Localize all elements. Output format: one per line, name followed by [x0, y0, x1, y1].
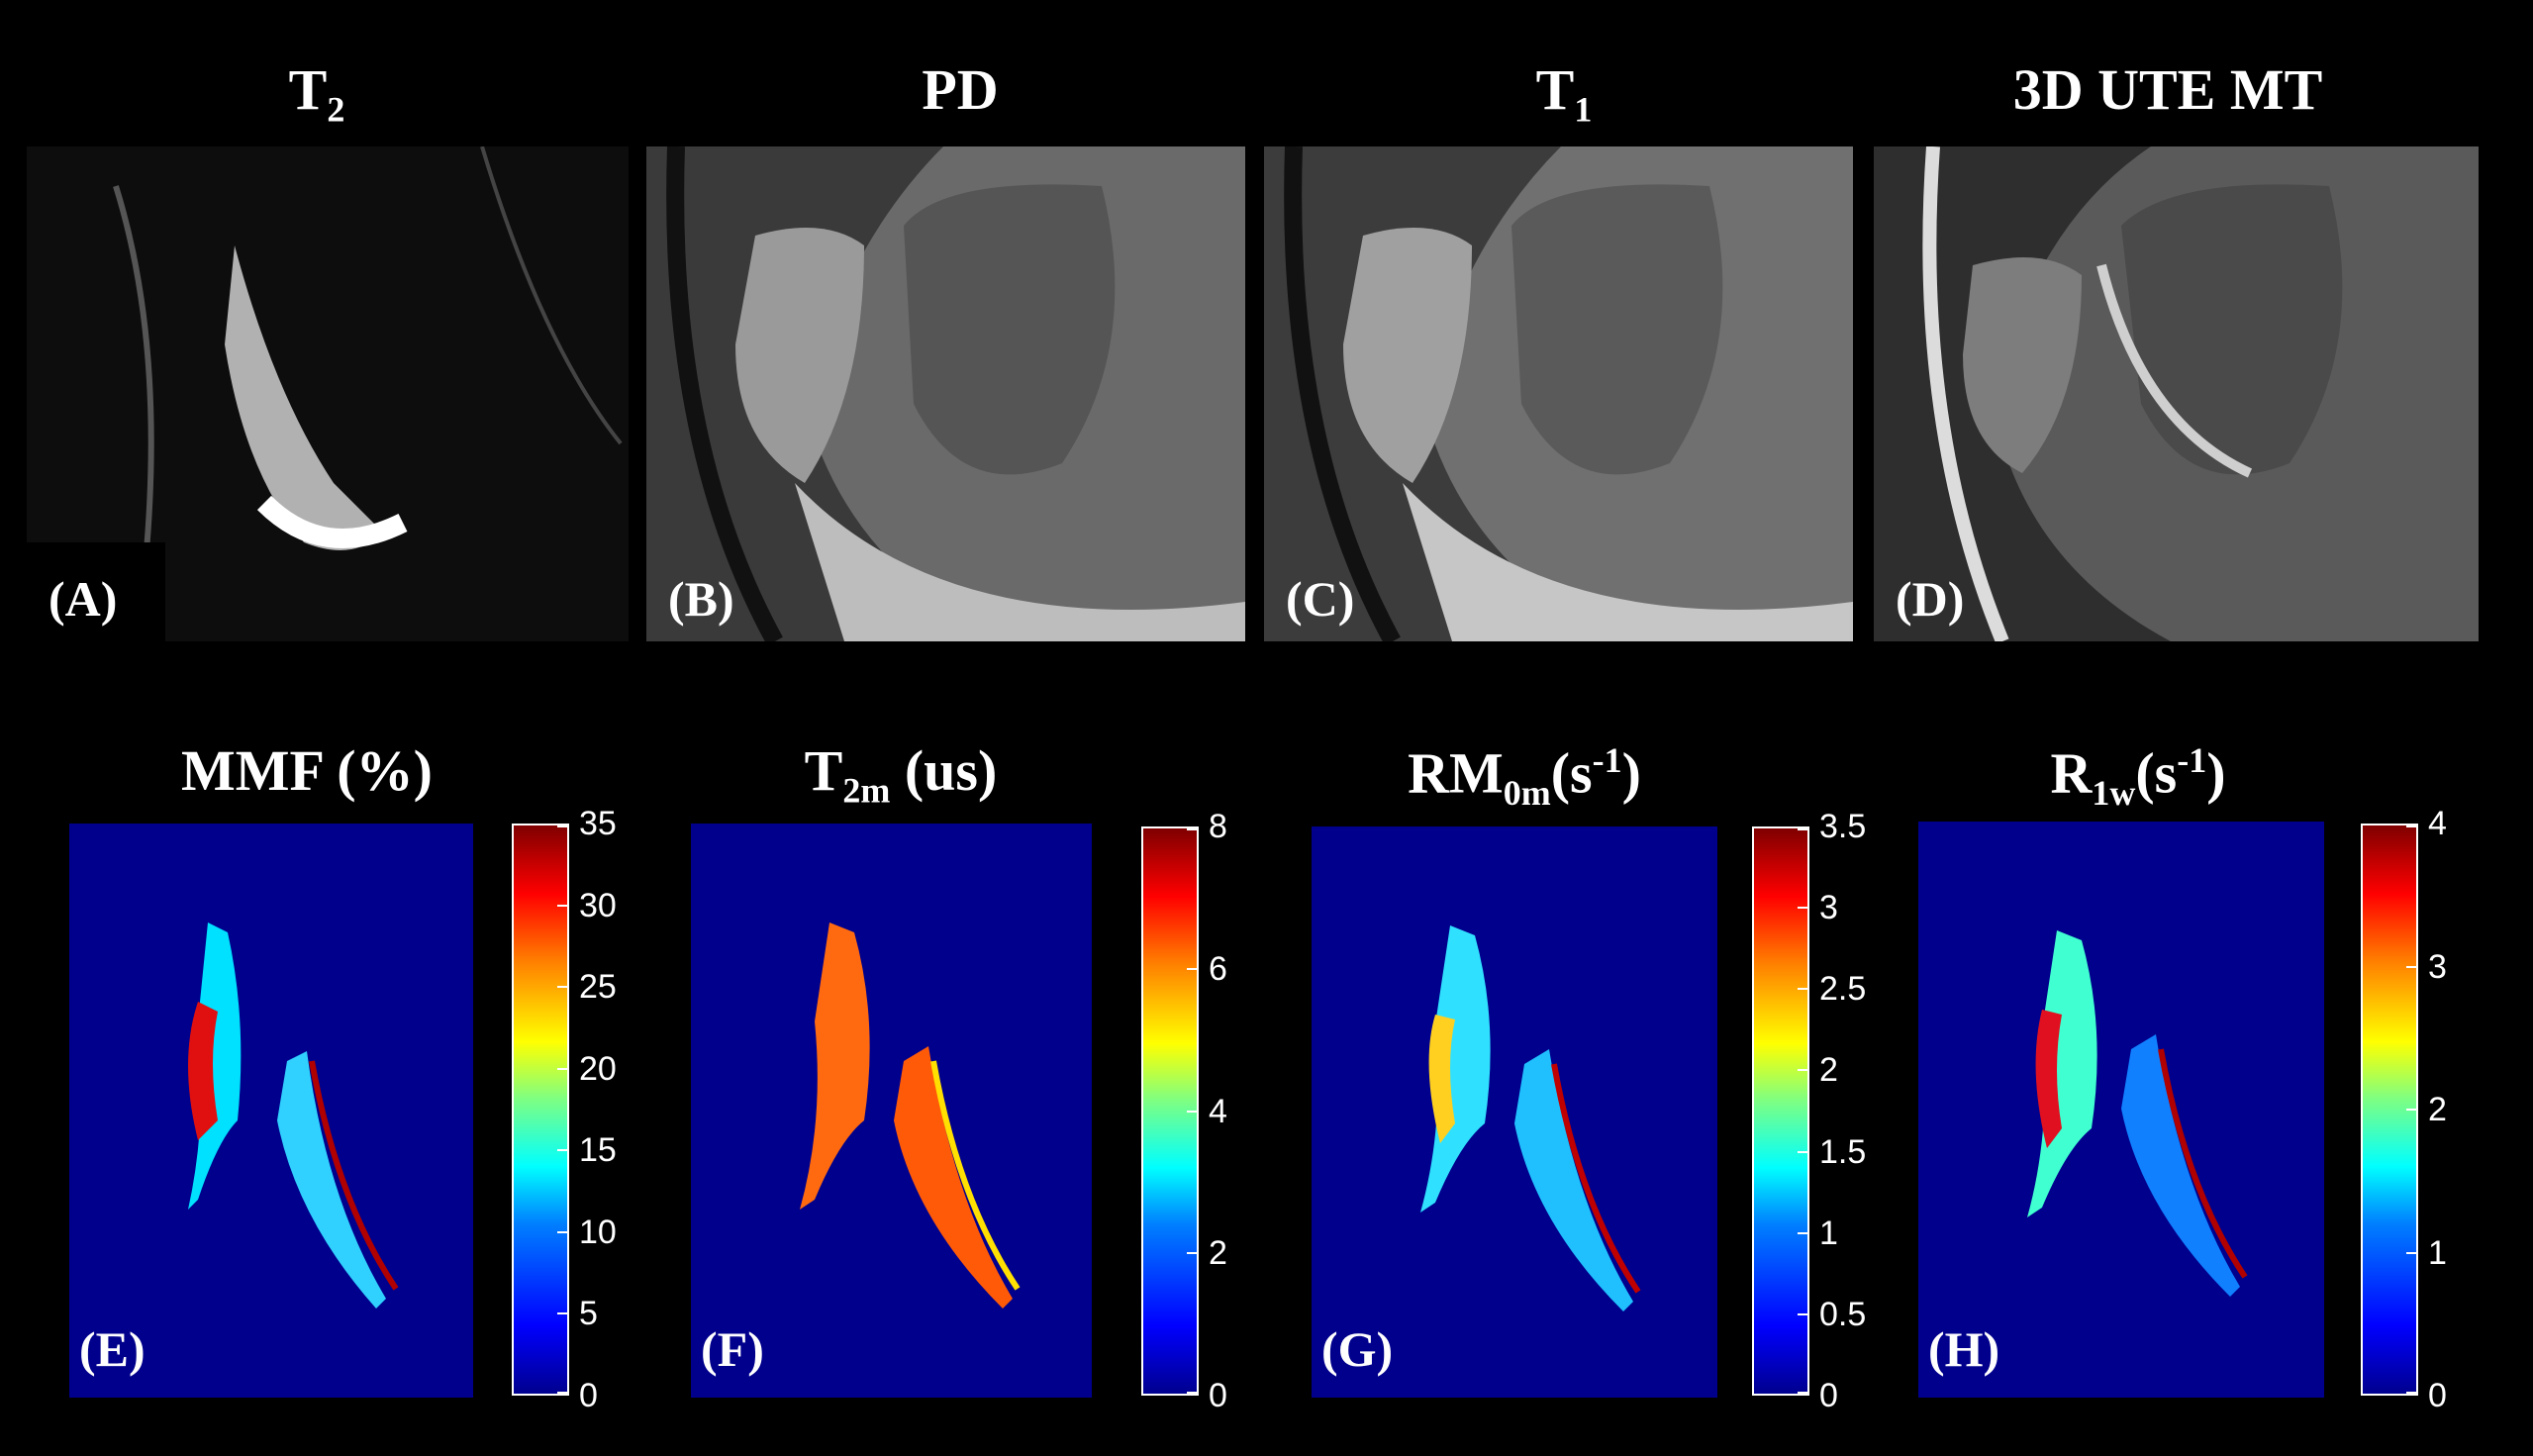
- panel-label-h: (H): [1928, 1321, 2000, 1377]
- colorbar-tick-label: 2: [1209, 1234, 1227, 1273]
- knee-image-pd: [646, 146, 1245, 641]
- title-t2m: T2m (us): [804, 738, 998, 811]
- colorbar-tick-label: 30: [579, 886, 617, 924]
- rm0m-map-image: [1420, 925, 1641, 1311]
- colorbar-tick-mark: [1798, 1392, 1809, 1394]
- mmf-map-image: [188, 922, 399, 1309]
- title-3d-ute-mt: 3D UTE MT: [2012, 57, 2323, 122]
- colorbar-tick-label: 8: [1209, 808, 1227, 845]
- colorbar-tick-label: 1.5: [1819, 1132, 1867, 1171]
- mri-panel-c: (C): [1264, 146, 1853, 641]
- panel-label-f: (F): [701, 1321, 764, 1377]
- colorbar-tick-label: 0: [1209, 1377, 1227, 1414]
- title-t2: T2: [288, 57, 345, 130]
- colorbar-tick-label: 2: [1819, 1051, 1838, 1090]
- colorbar-tick-label: 0.5: [1819, 1295, 1867, 1333]
- colorbar-tick-mark: [557, 825, 569, 827]
- colorbar-tick-mark: [1187, 1392, 1199, 1394]
- map-panel-e: (E): [69, 824, 473, 1398]
- colorbar-tick-mark: [557, 1392, 569, 1394]
- panel-label-c: (C): [1286, 571, 1355, 627]
- colorbar-tick-label: 4: [1209, 1092, 1227, 1130]
- colorbar-tick-mark: [557, 1149, 569, 1152]
- panel-label-e: (E): [79, 1321, 146, 1377]
- colorbar-tick-mark: [2406, 965, 2418, 968]
- colorbar-tick-label: 0: [579, 1377, 598, 1414]
- colorbar-tick-mark: [2406, 825, 2418, 827]
- colorbar-tick-label: 4: [2428, 805, 2447, 842]
- colorbar-tick-mark: [2406, 1392, 2418, 1394]
- colorbar-tick-label: 35: [579, 805, 617, 842]
- colorbar-tick-mark: [1798, 1150, 1809, 1153]
- mri-panel-b: (B): [646, 146, 1245, 641]
- colorbar-tick-label: 20: [579, 1049, 617, 1088]
- colorbar-tick-label: 0: [2428, 1377, 2447, 1414]
- panel-label-a: (A): [49, 571, 118, 627]
- colorbar-tick-mark: [557, 986, 569, 989]
- title-t1: T1: [1535, 57, 1593, 130]
- colorbar-tick-label: 1: [2428, 1233, 2447, 1272]
- r1w-map-image: [2027, 930, 2248, 1297]
- mri-panel-d: (D): [1874, 146, 2479, 641]
- panel-label-g: (G): [1321, 1321, 1394, 1377]
- colorbar-tick-label: 10: [579, 1213, 617, 1251]
- colorbar-tick-label: 2: [2428, 1091, 2447, 1128]
- colorbar-tick-mark: [1187, 1110, 1199, 1113]
- map-panel-h: (H): [1918, 822, 2324, 1398]
- panel-label-d: (D): [1896, 571, 1965, 627]
- colorbar-tick-label: 1: [1819, 1213, 1838, 1252]
- mri-panel-a: (A): [27, 146, 629, 641]
- t2m-map-image: [800, 922, 1021, 1309]
- colorbar-tick-mark: [1187, 1252, 1199, 1255]
- colorbar-gradient: [512, 824, 569, 1396]
- colorbar-tick-mark: [1187, 828, 1199, 830]
- colorbar-tick-mark: [2406, 1109, 2418, 1111]
- title-r1w: R1w(s-1): [2050, 740, 2226, 813]
- colorbar-tick-mark: [1798, 1312, 1809, 1315]
- colorbar-tick-label: 0: [1819, 1377, 1838, 1414]
- panel-label-b: (B): [668, 571, 734, 627]
- colorbar-gradient: [1752, 826, 1809, 1396]
- colorbar-tick-label: 15: [579, 1131, 617, 1170]
- colorbar-tick-mark: [1798, 1069, 1809, 1072]
- colorbar-tick-mark: [2406, 1251, 2418, 1254]
- colorbar-tick-label: 6: [1209, 949, 1227, 988]
- colorbar-tick-label: 2.5: [1819, 970, 1867, 1009]
- colorbar-tick-label: 3: [2428, 947, 2447, 986]
- title-mmf: MMF (%): [181, 738, 433, 803]
- colorbar-tick-mark: [1798, 1231, 1809, 1234]
- colorbar-tick-mark: [557, 904, 569, 907]
- knee-image-t2: [27, 146, 623, 641]
- title-pd: PD: [922, 57, 999, 122]
- colorbar-tick-label: 5: [579, 1295, 598, 1333]
- map-panel-g: (G): [1312, 826, 1717, 1398]
- map-panel-f: (F): [691, 824, 1092, 1398]
- colorbar-tick-mark: [1798, 988, 1809, 991]
- colorbar-tick-mark: [1798, 828, 1809, 830]
- knee-image-3d-ute-mt: [1874, 146, 2343, 641]
- knee-image-t1: [1264, 146, 1853, 641]
- colorbar-tick-label: 3.5: [1819, 808, 1867, 845]
- colorbar-tick-mark: [1798, 907, 1809, 910]
- colorbar-tick-mark: [557, 1067, 569, 1070]
- colorbar-tick-mark: [1187, 967, 1199, 970]
- title-rm0m: RM0m(s-1): [1408, 740, 1641, 813]
- colorbar-tick-mark: [557, 1230, 569, 1233]
- colorbar-tick-label: 3: [1819, 889, 1838, 927]
- colorbar-tick-label: 25: [579, 968, 617, 1007]
- colorbar-tick-mark: [557, 1312, 569, 1315]
